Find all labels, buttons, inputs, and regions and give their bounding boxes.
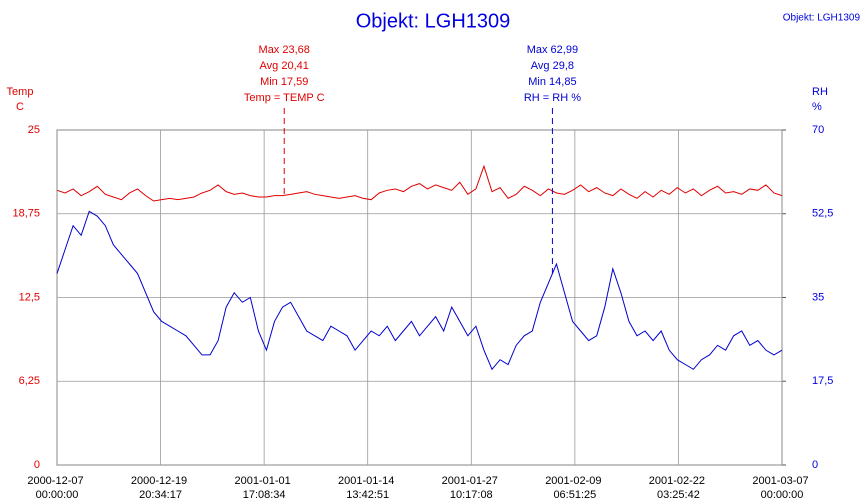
x-tick-label: 2001-01-01 17:08:34 [234,475,293,501]
annotation-text: Avg 20,41 [260,60,309,72]
y-tick-label: 12,5 [19,291,40,303]
y-axis-unit: C [16,101,24,113]
x-tick-label: 2000-12-19 20:34:17 [131,475,190,501]
x-tick-time: 13:42:51 [346,489,389,501]
x-tick-label: 2001-02-22 03:25:42 [649,475,708,501]
x-tick-date: 2001-01-27 [442,475,501,487]
x-tick-time: 03:25:42 [657,489,700,501]
y-tick-label: 0 [34,459,40,471]
corner-label: Objekt: LGH1309 [783,13,861,24]
x-tick-time: 06:51:25 [553,489,596,501]
annotation-text: Max 62,99 [527,44,578,56]
x-tick-date: 2001-01-01 [234,475,293,487]
x-tick-time: 20:34:17 [139,489,182,501]
x-tick-date: 2000-12-19 [131,475,190,487]
x-tick-label: 2000-12-07 00:00:00 [27,475,86,501]
series-line [56,210,783,371]
x-tick-date: 2001-02-09 [545,475,604,487]
y2-tick-label: 70 [812,124,824,136]
y-tick-label: 18,75 [12,208,40,220]
x-tick-label: 2001-01-27 10:17:08 [442,475,501,501]
x-tick-time: 00:00:00 [36,489,79,501]
x-tick-time: 00:00:00 [761,489,804,501]
y2-tick-label: 35 [812,291,824,303]
x-tick-date: 2001-02-22 [649,475,708,487]
annotation-text: Min 17,59 [260,76,308,88]
y-tick-label: 6,25 [19,375,40,387]
y2-axis-unit: % [812,101,822,113]
y-tick-label: 25 [28,124,40,136]
x-tick-label: 2001-03-07 00:00:00 [752,475,811,501]
annotation-text: Avg 29,8 [531,60,574,72]
x-tick-time: 17:08:34 [243,489,286,501]
annotation-text: Min 14,85 [528,76,576,88]
annotation-text: RH = RH % [524,92,581,104]
y2-tick-label: 52,5 [812,208,833,220]
chart-title: Objekt: LGH1309 [356,10,511,32]
series-line [56,164,783,202]
annotation-text: Temp = TEMP C [244,92,325,104]
y2-tick-label: 17,5 [812,375,833,387]
x-tick-label: 2001-02-09 06:51:25 [545,475,604,501]
annotation-text: Max 23,68 [259,44,310,56]
x-tick-time: 10:17:08 [450,489,493,501]
y-axis-title: Temp [7,86,34,98]
x-tick-date: 2001-03-07 [752,475,811,487]
y2-tick-label: 0 [812,459,818,471]
y2-axis-title: RH [812,86,828,98]
x-tick-date: 2000-12-07 [27,475,86,487]
x-tick-label: 2001-01-14 13:42:51 [338,475,397,501]
x-tick-date: 2001-01-14 [338,475,397,487]
